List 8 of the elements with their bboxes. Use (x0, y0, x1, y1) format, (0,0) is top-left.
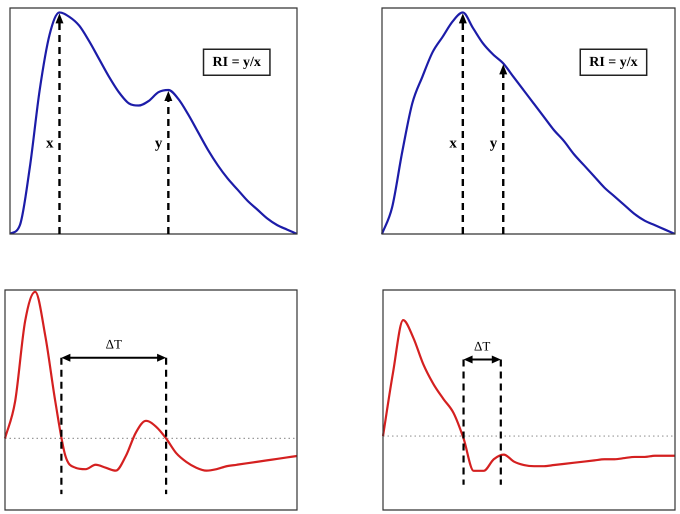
annotation: y (490, 135, 498, 152)
annotation: ΔT (106, 336, 122, 352)
annotation: y (154, 135, 163, 152)
annotation: ΔT (474, 338, 490, 354)
annotation: RI = y/x (589, 54, 638, 70)
annotation: x (449, 135, 458, 152)
annotation: RI = y/x (212, 54, 261, 70)
annotation: x (46, 135, 54, 152)
